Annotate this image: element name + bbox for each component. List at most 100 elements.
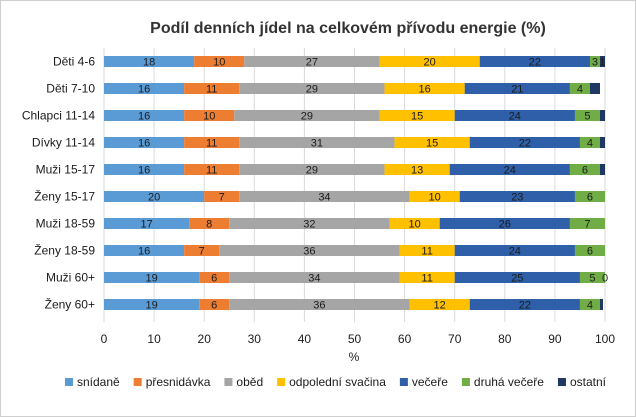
bar-segment [579, 299, 600, 310]
bar-segment [574, 191, 605, 202]
data-label: 29 [306, 84, 318, 96]
bar-segment [379, 56, 480, 67]
legend-entry: oběd [236, 375, 263, 389]
x-tick-label: 90 [548, 332, 562, 346]
data-label: 20 [424, 57, 436, 69]
bar-segment [399, 245, 455, 256]
data-label: 36 [303, 246, 315, 258]
x-tick-label: 60 [398, 332, 412, 346]
data-label: 4 [577, 84, 583, 96]
legend: snídaně přesnidávka oběd odpolední svačina v… [65, 375, 607, 389]
bar-segment [599, 137, 605, 148]
bar-segment [569, 218, 605, 229]
bar-segment [389, 218, 440, 229]
data-label: 24 [504, 165, 516, 177]
bar-segment [469, 137, 580, 148]
data-label: 19 [145, 273, 157, 285]
data-label: 17 [140, 219, 152, 231]
bar-segment [104, 110, 185, 121]
category-label: Chlapci 11-14 [22, 109, 95, 123]
data-label: 0 [602, 273, 608, 285]
bar-segment [184, 83, 240, 94]
bar-segment [229, 218, 390, 229]
category-label: Muži 60+ [46, 271, 95, 285]
data-label: 10 [213, 57, 225, 69]
bar-segment [104, 272, 200, 283]
bar-segment [454, 272, 580, 283]
x-tick-label: 50 [348, 332, 362, 346]
x-tick-label: 20 [198, 332, 212, 346]
bar-segment [589, 56, 600, 67]
bar-segment [229, 299, 410, 310]
data-label: 4 [587, 300, 593, 312]
data-label: 10 [408, 219, 420, 231]
legend-entry: snídaně [77, 375, 120, 389]
x-tick-labels: 0 10 20 30 40 50 60 70 80 90 100 [101, 332, 616, 346]
x-tick-label: 10 [147, 332, 161, 346]
bar-segment [599, 110, 605, 121]
bar-segment [184, 245, 220, 256]
data-label: 3 [592, 57, 598, 69]
chart-title: Podíl denních jídel na celkovém přívodu … [150, 20, 546, 37]
bar-segment [199, 272, 230, 283]
legend-swatch [65, 378, 73, 386]
bar-segment [469, 299, 580, 310]
data-label: 26 [499, 219, 511, 231]
data-label: 8 [206, 219, 212, 231]
bar-segment [479, 56, 590, 67]
data-label: 15 [426, 138, 438, 150]
data-label: 29 [301, 111, 313, 123]
bar-segment [409, 299, 470, 310]
bar-segment [579, 137, 600, 148]
bar-segment [189, 218, 230, 229]
data-label: 34 [318, 192, 330, 204]
bar-segment [184, 137, 240, 148]
data-label: 34 [308, 273, 320, 285]
bar-segment [194, 56, 245, 67]
data-label: 16 [138, 111, 150, 123]
data-label: 11 [206, 165, 217, 177]
legend-swatch [461, 378, 470, 386]
bar-segment [459, 191, 575, 202]
data-label: 6 [587, 246, 593, 258]
bar-segment [239, 191, 410, 202]
data-label: 16 [138, 84, 150, 96]
bar-segment [464, 83, 570, 94]
bar-segment [574, 110, 600, 121]
bar-segment [449, 164, 570, 175]
legend-entry: druhá večeře [474, 375, 544, 389]
category-label: Děti 4-6 [53, 55, 95, 69]
bar-segment [104, 137, 185, 148]
data-label: 22 [529, 57, 541, 69]
data-label: 19 [145, 300, 157, 312]
bar-segment [234, 110, 380, 121]
data-label: 6 [587, 192, 593, 204]
category-label: Děti 7-10 [46, 82, 95, 96]
bar-segment [599, 56, 605, 67]
bar-segment [599, 164, 605, 175]
bar-segment [439, 218, 570, 229]
bar-segment [574, 245, 605, 256]
data-label: 16 [138, 165, 150, 177]
bar-segment [239, 83, 385, 94]
data-label: 22 [519, 138, 531, 150]
bar-segment [184, 164, 240, 175]
bar-segment [104, 83, 185, 94]
bar-segment [599, 299, 603, 310]
data-label: 20 [148, 192, 160, 204]
data-label: 1 [599, 57, 605, 69]
x-tick-label: 80 [498, 332, 512, 346]
data-label: 7 [219, 192, 225, 204]
legend-entry: odpolední svačina [289, 375, 386, 389]
category-label: Dívky 11-14 [32, 136, 95, 150]
bar-segment [104, 245, 185, 256]
bar-segment [589, 83, 600, 94]
data-label: 12 [434, 300, 446, 312]
bars: 18 10 27 20 22 3 116 11 29 16 21 416 10 29 15 24 516 11 31… [104, 56, 608, 312]
bar-segment [454, 245, 575, 256]
data-label: 24 [509, 246, 521, 258]
legend-swatch [224, 378, 233, 386]
data-label: 31 [311, 138, 323, 150]
bar-segment [409, 191, 460, 202]
